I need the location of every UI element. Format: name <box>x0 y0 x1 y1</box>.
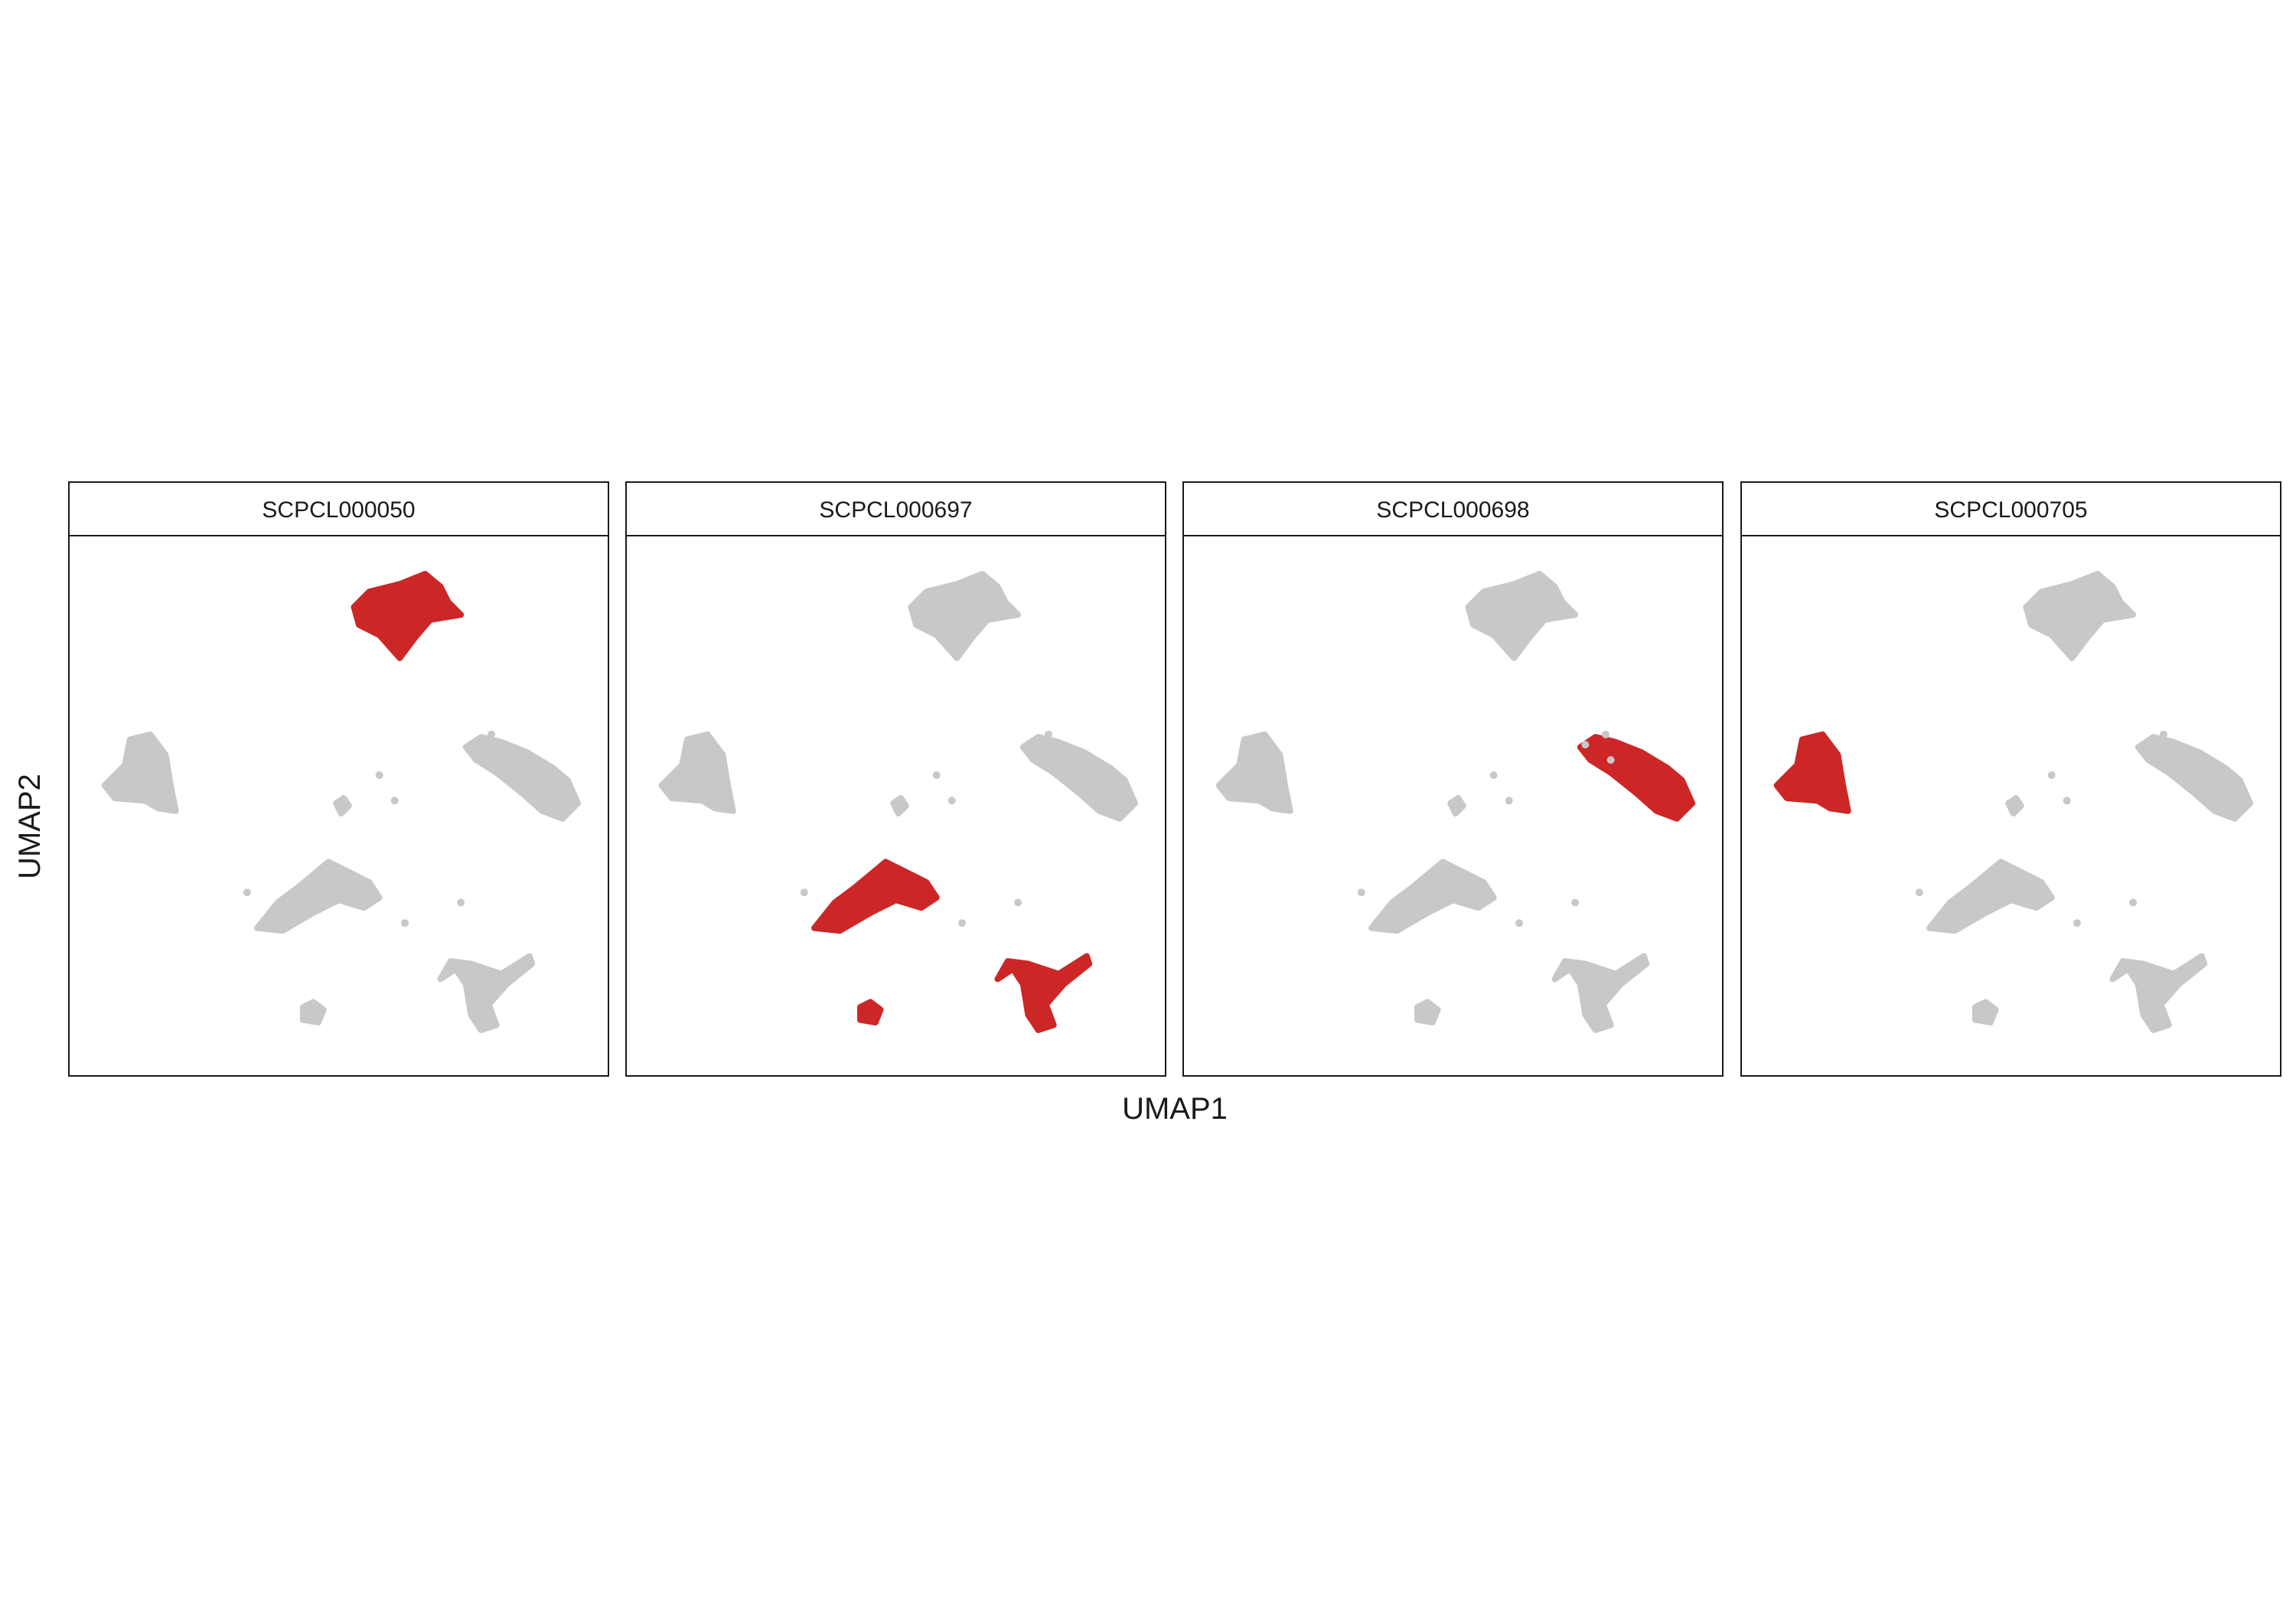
stray-point <box>1915 888 1923 897</box>
cluster-left <box>658 731 736 814</box>
facet-panels: SCPCL000050 SCPCL000697 SCPCL000698 SCPCL00… <box>68 481 2281 1077</box>
stray-point <box>2160 730 2167 738</box>
facet-panel-4: SCPCL000705 <box>1740 481 2281 1077</box>
stray-point <box>2073 919 2081 927</box>
facet-panel-2: SCPCL000697 <box>625 481 1166 1077</box>
cluster-top-highlighted <box>351 571 465 661</box>
facet-strip <box>625 481 1166 536</box>
stray-point <box>2047 771 2056 779</box>
stray-point <box>390 797 399 805</box>
stray-point <box>947 797 956 805</box>
cluster-bottom-right <box>1551 953 1650 1033</box>
facet-strip <box>68 481 609 536</box>
y-axis-title: UMAP2 <box>13 774 47 879</box>
stray-point <box>1014 898 1022 907</box>
cluster-center-small <box>333 795 352 817</box>
x-axis-title: UMAP1 <box>1122 1092 1228 1126</box>
cluster-top <box>908 571 1022 661</box>
facet-panel-1: SCPCL000050 <box>68 481 609 1077</box>
stray-point <box>375 771 383 779</box>
cluster-top <box>1465 571 1579 661</box>
stray-point <box>2129 898 2138 907</box>
cluster-left <box>1215 731 1293 814</box>
cluster-left-highlighted <box>1773 731 1851 814</box>
cluster-center-small <box>2005 795 2024 817</box>
facet-strip <box>1740 481 2281 536</box>
cluster-middle <box>254 859 383 934</box>
facet-label: SCPCL000050 <box>262 497 415 523</box>
stray-point <box>243 888 251 897</box>
cluster-bottom-small <box>1971 999 1999 1025</box>
stray-point <box>457 898 465 907</box>
cluster-center-small <box>890 795 909 817</box>
stray-point <box>1489 771 1498 779</box>
facet-label: SCPCL000705 <box>1934 497 2087 523</box>
stray-point <box>1581 741 1590 749</box>
cluster-bottom-small <box>299 999 327 1025</box>
cluster-bottom-right <box>437 953 536 1033</box>
facet-strip <box>1182 481 1724 536</box>
stray-point <box>958 919 966 927</box>
stray-point <box>1049 756 1058 764</box>
stray-point <box>2139 741 2148 749</box>
stray-point <box>800 888 808 897</box>
cluster-center-small <box>1447 795 1466 817</box>
cluster-top <box>2023 571 2137 661</box>
stray-point <box>1045 730 1052 738</box>
stray-point <box>1571 898 1580 907</box>
stray-point <box>2164 756 2173 764</box>
cluster-bottom-right-highlighted <box>994 953 1093 1033</box>
stray-point <box>1505 797 1513 805</box>
facet-label: SCPCL000698 <box>1376 497 1529 523</box>
cluster-bottom-small-highlighted <box>857 999 884 1025</box>
stray-point <box>1515 919 1523 927</box>
cluster-middle <box>1368 859 1497 934</box>
stray-point <box>2063 797 2071 805</box>
cluster-middle <box>1926 859 2055 934</box>
stray-point <box>932 771 941 779</box>
facet-panel-3: SCPCL000698 <box>1182 481 1724 1077</box>
stray-point <box>1602 730 1609 738</box>
stray-point <box>1357 888 1365 897</box>
cluster-middle-highlighted <box>811 859 940 934</box>
facet-label: SCPCL000697 <box>819 497 972 523</box>
stray-point <box>1606 756 1615 764</box>
stray-point <box>401 919 409 927</box>
stray-point <box>467 741 475 749</box>
stray-point <box>1024 741 1032 749</box>
stray-point <box>488 730 495 738</box>
cluster-left <box>101 731 179 814</box>
cluster-bottom-small <box>1414 999 1441 1025</box>
stray-point <box>492 756 501 764</box>
cluster-bottom-right <box>2109 953 2208 1033</box>
